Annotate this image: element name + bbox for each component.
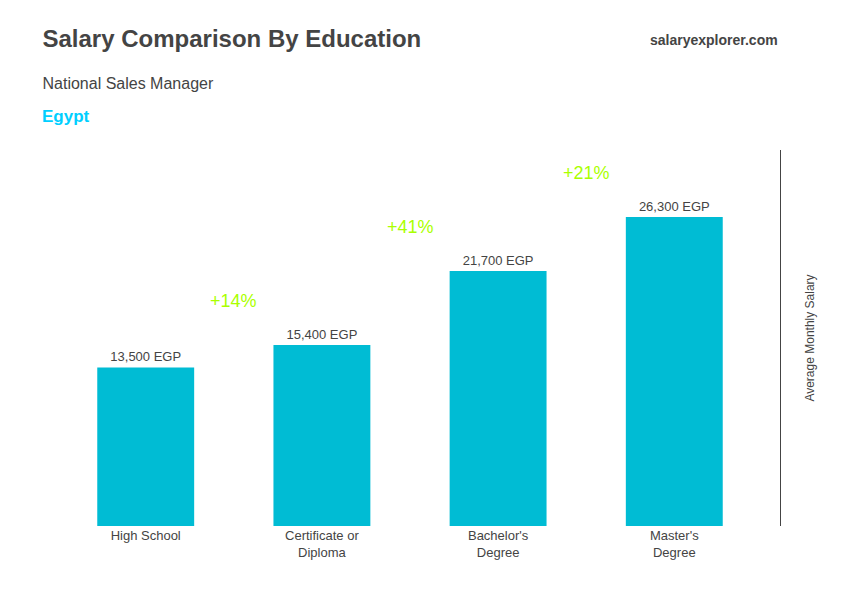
- svg-text:13,500 EGP: 13,500 EGP: [110, 349, 181, 364]
- svg-text:21,700 EGP: 21,700 EGP: [463, 253, 534, 268]
- svg-text:15,400 EGP: 15,400 EGP: [286, 327, 357, 342]
- svg-text:Master'sDegree: Master'sDegree: [650, 528, 699, 560]
- svg-text:+41%: +41%: [387, 217, 434, 237]
- svg-text:Salary Comparison By Education: Salary Comparison By Education: [43, 25, 422, 52]
- svg-text:Certificate orDiploma: Certificate orDiploma: [285, 528, 359, 560]
- svg-text:Average Monthly Salary: Average Monthly Salary: [803, 274, 817, 401]
- svg-text:salaryexplorer.com: salaryexplorer.com: [650, 32, 778, 48]
- svg-text:+21%: +21%: [563, 163, 610, 183]
- svg-text:Bachelor'sDegree: Bachelor'sDegree: [468, 528, 529, 560]
- svg-text:High School: High School: [111, 528, 181, 543]
- svg-text:Egypt: Egypt: [42, 107, 90, 126]
- svg-text:National Sales Manager: National Sales Manager: [43, 75, 214, 92]
- svg-text:26,300 EGP: 26,300 EGP: [639, 199, 710, 214]
- svg-text:+14%: +14%: [210, 291, 257, 311]
